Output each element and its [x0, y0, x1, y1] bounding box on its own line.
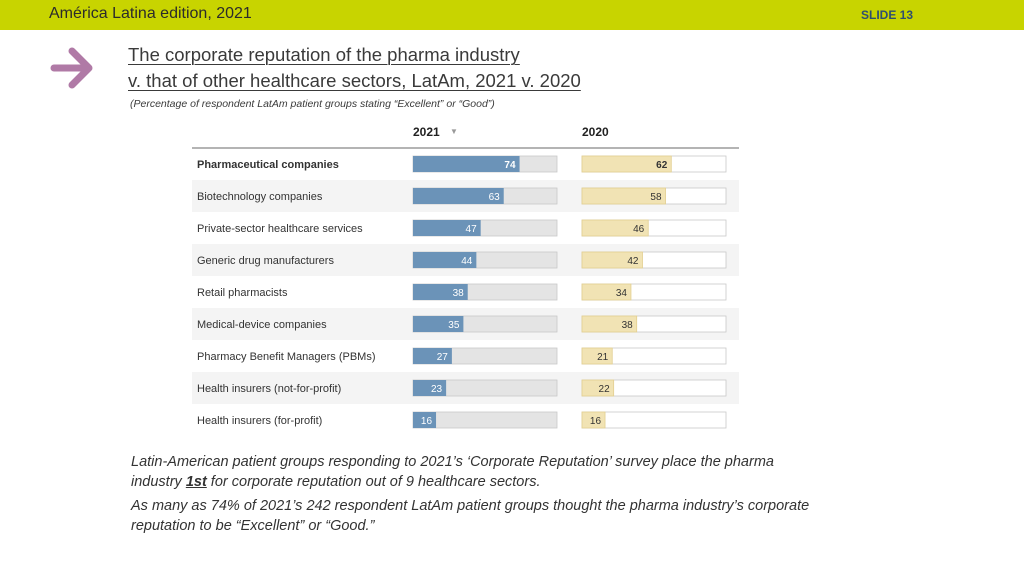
bar-2021 — [413, 316, 464, 332]
bar-2020 — [581, 411, 606, 429]
bar-2021 — [413, 284, 468, 300]
bar-2021 — [413, 412, 437, 428]
bar-2021 — [413, 252, 477, 268]
right-arrow-icon — [50, 47, 93, 89]
slide-subtitle: (Percentage of respondent LatAm patient … — [130, 98, 495, 110]
data-label-2021: 63 — [489, 192, 501, 203]
title-line-1: The corporate reputation of the pharma i… — [128, 44, 520, 65]
bar-2021 — [413, 156, 520, 172]
data-label-2020: 46 — [633, 224, 645, 235]
title-line-2: v. that of other healthcare sectors, Lat… — [128, 70, 581, 91]
data-label-2020: 38 — [622, 320, 634, 331]
bar-2020 — [581, 251, 643, 269]
category-label: Generic drug manufacturers — [197, 255, 334, 267]
bar-2020 — [581, 187, 666, 205]
bar-2020 — [581, 379, 615, 397]
category-label: Medical-device companies — [197, 319, 327, 331]
category-label: Biotechnology companies — [197, 191, 323, 203]
bar-2021 — [413, 220, 481, 236]
series-header-2020: 2020 — [582, 125, 609, 139]
slide-number: SLIDE 13 — [861, 8, 914, 22]
data-label-2021: 74 — [504, 160, 516, 171]
data-label-2021: 47 — [466, 224, 478, 235]
summary-paragraph-1: Latin-American patient groups responding… — [131, 454, 774, 490]
category-label: Pharmacy Benefit Managers (PBMs) — [197, 351, 376, 363]
category-label: Health insurers (not-for-profit) — [197, 383, 341, 395]
data-label-2021: 44 — [461, 256, 473, 267]
data-label-2020: 16 — [590, 416, 602, 427]
bar-2020 — [581, 315, 638, 333]
data-label-2020: 21 — [597, 352, 609, 363]
bar-2021 — [413, 348, 452, 364]
bar-2021 — [413, 380, 447, 396]
edition-label: América Latina edition, 2021 — [49, 5, 252, 22]
header-bar: América Latina edition, 2021 SLIDE 13 — [0, 0, 1024, 30]
bar-2020 — [581, 219, 649, 237]
category-label: Private-sector healthcare services — [197, 223, 363, 235]
slide-title: The corporate reputation of the pharma i… — [128, 42, 581, 94]
data-label-2020: 42 — [627, 256, 639, 267]
reputation-bar-chart: 2021 2020 ▼ Pharmaceutical companies 74 62 Bio… — [192, 125, 739, 429]
data-label-2020: 34 — [616, 288, 628, 299]
data-label-2021: 23 — [431, 384, 443, 395]
summary-text: Latin-American patient groups responding… — [131, 452, 811, 540]
category-label: Health insurers (for-profit) — [197, 415, 322, 427]
bar-2020 — [581, 155, 672, 173]
series-header-2021: 2021 — [413, 125, 440, 139]
data-label-2021: 27 — [437, 352, 449, 363]
data-label-2021: 35 — [448, 320, 460, 331]
bar-2020 — [581, 283, 632, 301]
summary-paragraph-2: As many as 74% of 2021’s 242 respondent … — [131, 498, 810, 534]
data-label-2020: 62 — [656, 160, 668, 171]
data-label-2021: 16 — [421, 416, 433, 427]
data-label-2020: 22 — [599, 384, 611, 395]
category-label: Retail pharmacists — [197, 287, 288, 299]
data-label-2021: 38 — [453, 288, 465, 299]
data-label-2020: 58 — [650, 192, 662, 203]
bar-2020 — [581, 347, 613, 365]
rank-emphasis: 1st — [185, 474, 207, 490]
bar-2021 — [413, 188, 504, 204]
category-label: Pharmaceutical companies — [197, 159, 339, 171]
sort-indicator-icon: ▼ — [450, 127, 458, 136]
